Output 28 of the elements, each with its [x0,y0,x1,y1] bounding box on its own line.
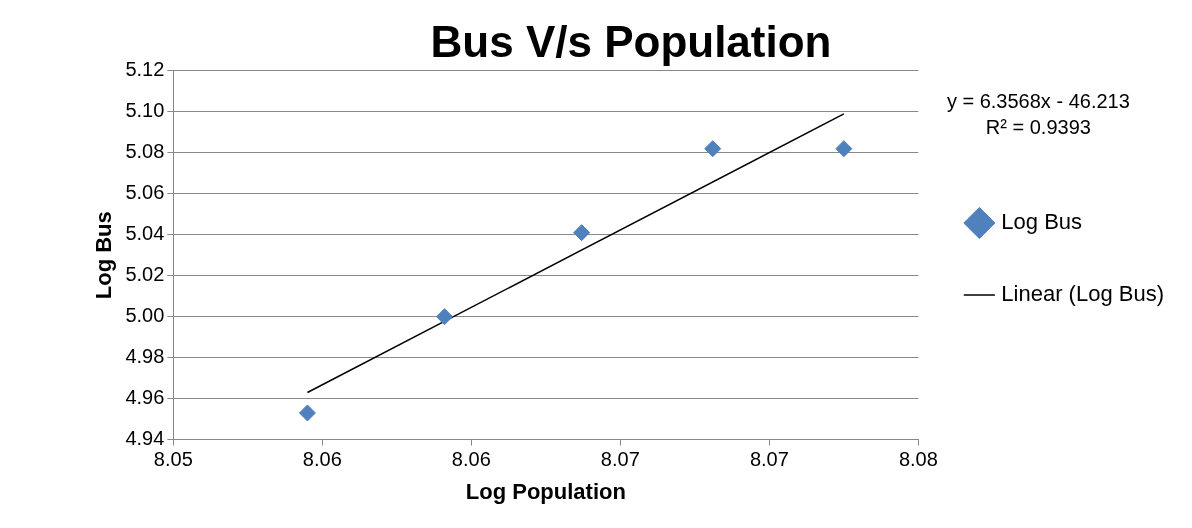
legend-label: Log Bus [1001,209,1083,235]
y-tick-label: 5.10 [125,99,165,122]
y-tick-label: 5.02 [125,263,165,286]
x-tick-label: 8.06 [302,448,342,471]
y-tick-label: 5.04 [125,222,165,245]
point [704,140,722,158]
x-tick-label: 8.07 [749,448,789,471]
y-tick-label: 5.08 [125,140,165,163]
y-tick-label: 5.00 [125,304,165,327]
x-tick-label: 8.07 [600,448,640,471]
point [573,224,591,242]
y-tick-label: 4.94 [125,427,165,450]
y-tick-label: 4.96 [125,386,165,409]
y-tick-label: 5.12 [125,58,165,81]
y-tick-label: 5.06 [125,181,165,204]
y-axis-title: Log Bus [91,211,117,300]
text: R² = 0.9393 [985,116,1091,139]
legend-label: Linear (Log Bus) [1001,281,1165,307]
chart-title: Bus V/s Population [430,16,832,66]
text: y = 6.3568x - 46.213 [946,90,1130,113]
point [835,140,853,158]
x-tick-label: 8.06 [451,448,491,471]
x-axis-title: Log Population [465,478,626,504]
point [436,308,454,326]
x-tick-label: 8.08 [898,448,938,471]
point [298,404,316,422]
y-tick-label: 4.98 [125,345,165,368]
x-tick-label: 8.05 [153,448,193,471]
